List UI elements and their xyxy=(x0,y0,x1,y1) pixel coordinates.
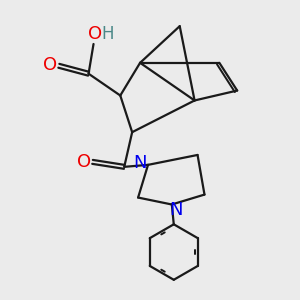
Text: O: O xyxy=(88,25,103,43)
Text: N: N xyxy=(133,154,147,172)
Text: N: N xyxy=(169,201,182,219)
Text: H: H xyxy=(101,25,114,43)
Text: O: O xyxy=(43,56,57,74)
Text: O: O xyxy=(76,153,91,171)
